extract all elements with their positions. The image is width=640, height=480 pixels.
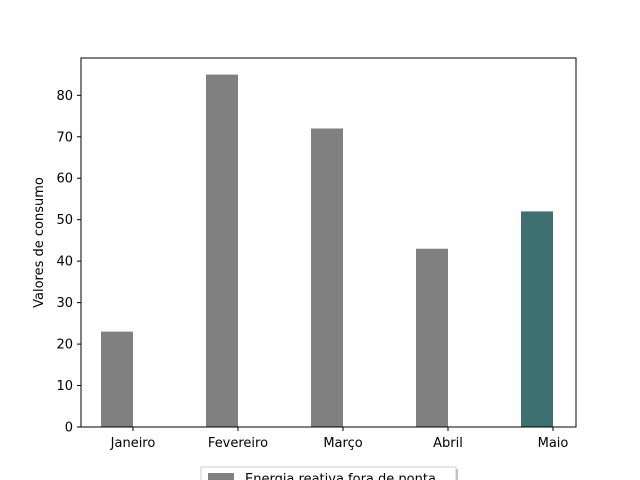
bar-fevereiro xyxy=(206,74,238,428)
x-axis: Janeiro Fevereiro Março Abril Maio xyxy=(110,427,569,451)
y-axis-label: Valores de consumo xyxy=(32,177,47,308)
y-tick-label: 60 xyxy=(56,172,73,187)
bars-group xyxy=(101,74,553,428)
y-tick-label: 70 xyxy=(56,130,73,145)
x-tick-label: Abril xyxy=(433,436,463,451)
y-tick-label: 80 xyxy=(56,89,73,104)
plot-frame xyxy=(80,57,577,428)
legend-swatch xyxy=(208,473,234,480)
bar-março xyxy=(311,128,343,427)
y-axis: 0 10 20 30 40 50 60 70 80 xyxy=(56,89,81,436)
bar-janeiro xyxy=(101,331,133,427)
y-tick-label: 50 xyxy=(56,213,73,228)
legend-box xyxy=(200,466,457,480)
x-tick-label: Janeiro xyxy=(110,436,156,451)
y-tick-label: 10 xyxy=(56,379,73,394)
bar-abril xyxy=(416,248,448,427)
x-tick-label: Fevereiro xyxy=(208,436,268,451)
legend-entry: Energia reativa fora de ponta xyxy=(245,472,436,480)
y-tick-label: 20 xyxy=(56,338,73,353)
bar-maio xyxy=(521,211,553,427)
y-tick-label: 30 xyxy=(56,296,73,311)
x-tick-label: Maio xyxy=(538,436,569,451)
x-tick-label: Março xyxy=(323,436,362,451)
legend: Energia reativa fora de ponta xyxy=(200,466,458,480)
y-tick-label: 0 xyxy=(65,421,73,436)
y-tick-label: 40 xyxy=(56,255,73,270)
